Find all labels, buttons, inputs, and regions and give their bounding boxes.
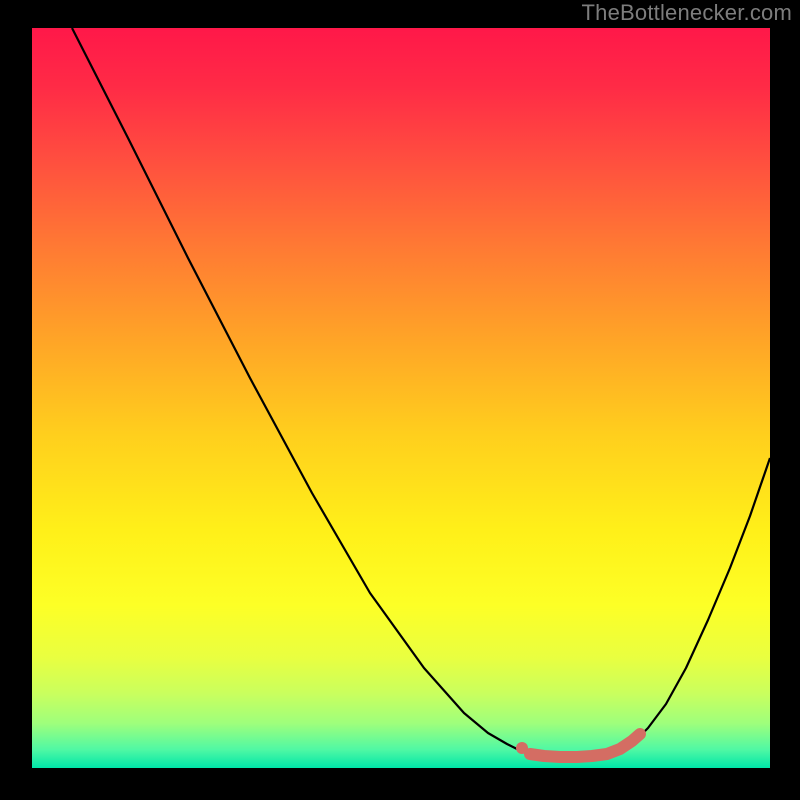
chart-background xyxy=(32,28,770,768)
overlay-dot xyxy=(516,742,528,754)
page-root: TheBottlenecker.com xyxy=(0,0,800,800)
chart-svg xyxy=(32,28,770,768)
watermark-text: TheBottlenecker.com xyxy=(582,0,792,26)
chart-plot-area xyxy=(32,28,770,768)
